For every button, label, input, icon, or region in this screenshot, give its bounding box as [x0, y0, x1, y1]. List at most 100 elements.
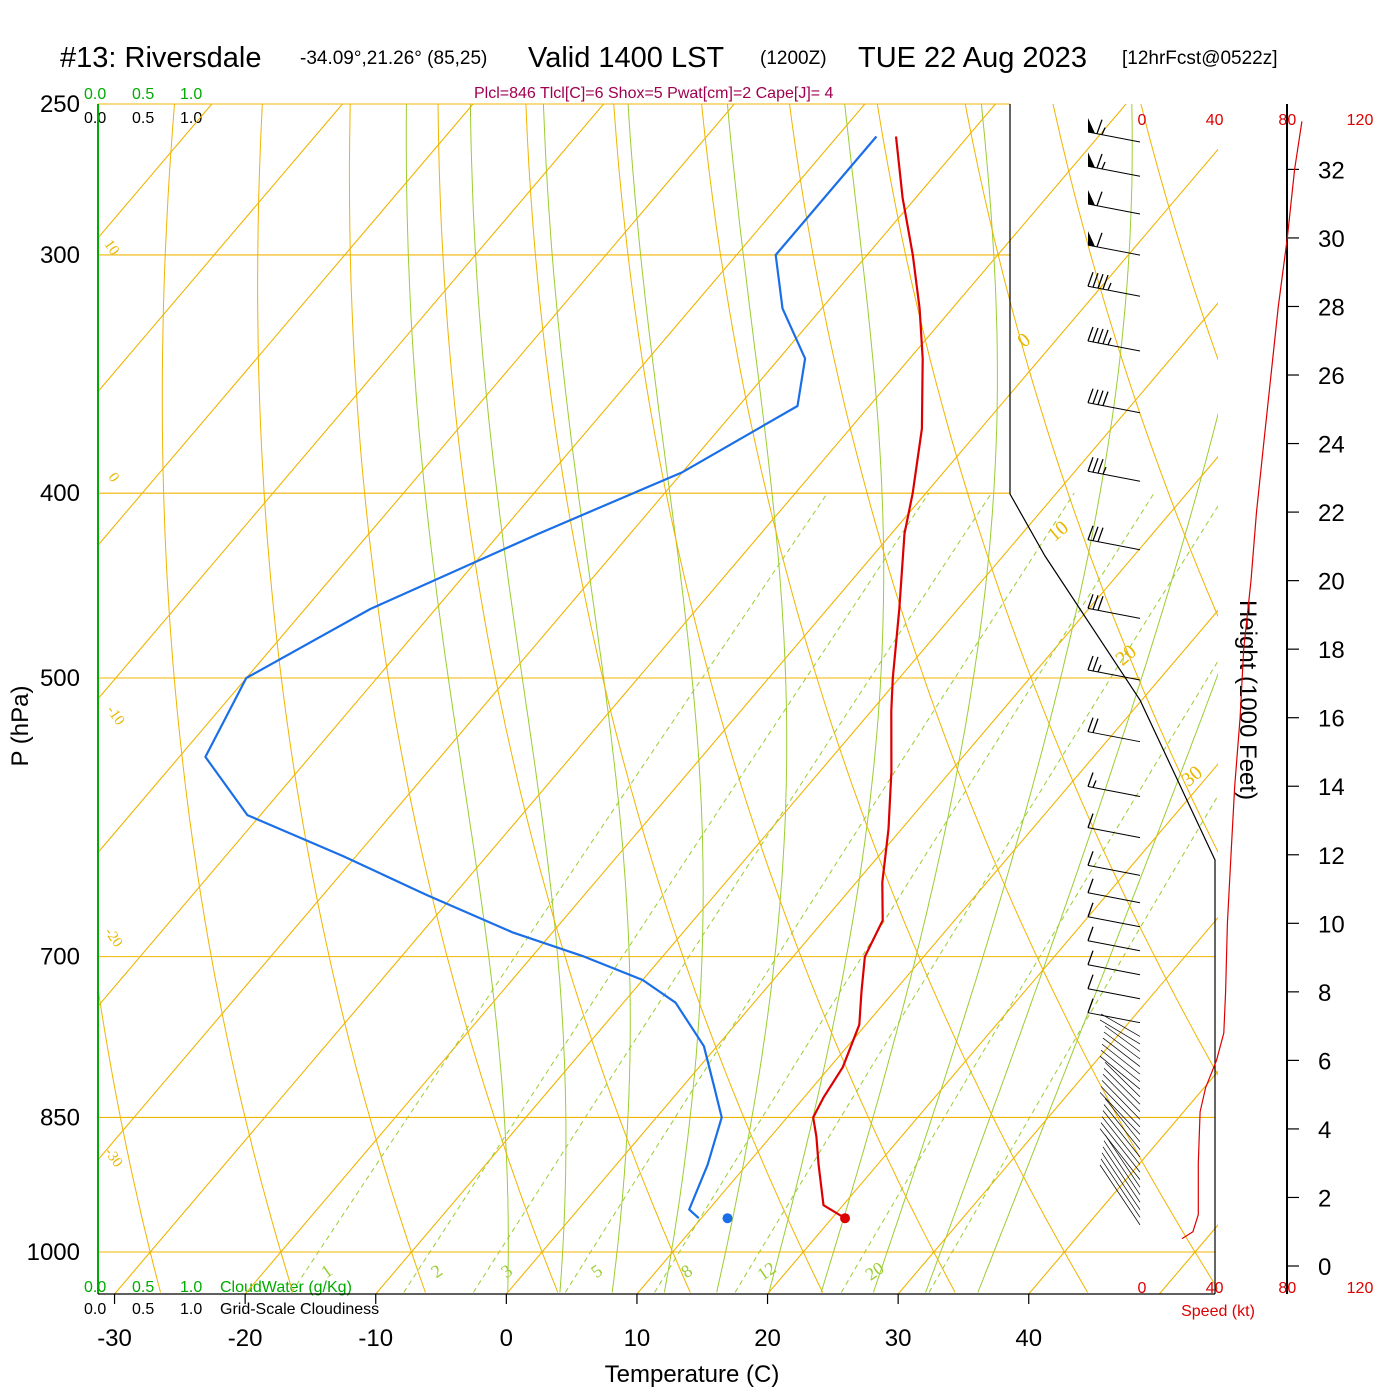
surface-temperature-marker: [840, 1213, 851, 1224]
speed-tick-top-120: 120: [1347, 112, 1374, 129]
wind-barb-feather: [1097, 273, 1104, 289]
wind-barb-lowlevel: [1102, 1037, 1141, 1067]
wind-barb-shaft: [1087, 916, 1141, 928]
dry-adiabat-line: [257, 104, 426, 1293]
height-tick-20: 20: [1318, 569, 1345, 596]
wind-barb-shaft: [1087, 964, 1141, 976]
mixing-ratio-label-12: 12: [753, 1258, 779, 1285]
height-tick-16: 16: [1318, 706, 1345, 733]
wind-barb-feather: [1087, 326, 1094, 342]
moist-adiabat-line: [469, 104, 567, 1293]
isotherm-label-0: 0: [1013, 329, 1035, 352]
wind-barb-feather: [1096, 153, 1103, 169]
speed-tick-top-0: 0: [1138, 112, 1147, 129]
wind-barb-shaft: [1087, 892, 1141, 904]
wind-barb: [1087, 655, 1141, 681]
moist-adiabat-line: [925, 412, 1218, 1293]
height-tick-22: 22: [1318, 500, 1345, 527]
wind-barb-shaft: [1087, 131, 1141, 143]
wind-barb-half-feather: [1102, 466, 1107, 475]
height-tick-4: 4: [1318, 1117, 1331, 1144]
isotherm-line: [98, 104, 605, 700]
dry-adiabat-line: [613, 104, 956, 1293]
wind-barb-lowlevel: [1100, 1122, 1141, 1173]
wind-barb-lowlevel: [1099, 1164, 1141, 1226]
height-tick-30: 30: [1318, 226, 1345, 253]
wind-barb: [1087, 902, 1141, 928]
mixing-ratio-line: [403, 492, 930, 1293]
wind-barb-lowlevel: [1100, 1086, 1141, 1128]
wind-barb-feather: [1092, 656, 1099, 672]
wind-barb-shaft: [1087, 244, 1141, 256]
wind-barb-shaft: [1087, 402, 1141, 414]
wind-barb: [1087, 998, 1141, 1024]
isotherm-line: [1158, 1224, 1218, 1294]
dry-adiabat-line: [1140, 104, 1218, 361]
wind-barb: [1087, 117, 1141, 143]
station-coords: -34.09°,21.26° (85,25): [300, 48, 487, 69]
wind-barb-lowlevel: [1101, 1152, 1141, 1210]
wind-speed-profile: [1181, 121, 1303, 1240]
wind-barb-shaft: [1087, 470, 1141, 482]
cloudiness-tick-top-1: 0.5: [132, 110, 154, 127]
valid-time: Valid 1400 LST: [528, 42, 724, 74]
isotherm-line: [98, 104, 735, 854]
wind-barb-shaft: [1087, 669, 1141, 681]
mixing-ratio-line: [472, 492, 992, 1293]
cloudiness-tick-top-2: 1.0: [180, 110, 202, 127]
wind-barb-lowlevel: [1100, 1013, 1141, 1037]
mixing-ratio-lines: [291, 492, 1218, 1293]
dry-adiabat-line: [525, 104, 824, 1293]
wind-barb-feather: [1096, 191, 1103, 206]
wind-barb-lowlevel: [1099, 1128, 1141, 1180]
moist-adiabat-line: [872, 104, 1133, 1293]
wind-barb-shaft: [1087, 285, 1141, 297]
wind-barb-feather: [1092, 327, 1099, 343]
wind-barb-feather: [1102, 274, 1109, 290]
cloudiness-label: Grid-Scale Cloudiness: [220, 1301, 379, 1318]
wind-barb-lowlevel: [1101, 1116, 1141, 1165]
wind-barb-lowlevel: [1099, 1019, 1141, 1045]
isotherm-line: [98, 104, 996, 1161]
isotherm-line: [897, 916, 1218, 1294]
speed-tick-bottom-40: 40: [1206, 1280, 1224, 1297]
y-axis-title: P (hPa): [7, 686, 34, 767]
wind-barb-lowlevel: [1104, 1025, 1141, 1052]
forecast-info: [12hrFcst@0522z]: [1122, 48, 1278, 69]
wind-barb: [1087, 717, 1141, 743]
height-tick-28: 28: [1318, 294, 1345, 321]
wind-barb-lowlevel: [1102, 1146, 1141, 1203]
mixing-ratio-label-3: 3: [497, 1260, 516, 1282]
wind-barb-lowlevel: [1099, 1092, 1141, 1135]
wind-barb-feather: [1087, 813, 1094, 828]
wind-barb-feather: [1087, 772, 1094, 787]
isotherm-line: [1028, 1070, 1218, 1294]
moist-adiabat-line: [405, 104, 509, 1293]
wind-barb-feather: [1087, 998, 1094, 1013]
height-tick-24: 24: [1318, 432, 1345, 459]
height-tick-6: 6: [1318, 1048, 1331, 1075]
wind-barb-feather: [1087, 388, 1094, 403]
wind-barb-feather: [1092, 389, 1099, 404]
wind-barb-shaft: [1087, 786, 1141, 798]
wind-barb-lowlevel: [1103, 1068, 1141, 1105]
wind-barb-feather: [1097, 596, 1104, 611]
wind-barb-flag: [1088, 152, 1095, 168]
mixing-ratio-label-2: 2: [427, 1260, 446, 1282]
temperature-trace: [812, 136, 924, 1220]
height-tick-12: 12: [1318, 843, 1345, 870]
height-tick-0: 0: [1318, 1254, 1331, 1281]
pressure-tick-500: 500: [40, 665, 80, 692]
height-tick-2: 2: [1318, 1185, 1331, 1212]
cloudwater-tick-top-2: 1.0: [180, 86, 202, 103]
wind-barb-feather: [1102, 329, 1109, 345]
wind-barb-shaft: [1087, 827, 1141, 839]
wind-barb-flag: [1088, 231, 1095, 247]
cloudwater-tick-top-1: 0.5: [132, 86, 154, 103]
wind-barb-feather: [1096, 119, 1103, 134]
wind-barb: [1087, 271, 1141, 297]
